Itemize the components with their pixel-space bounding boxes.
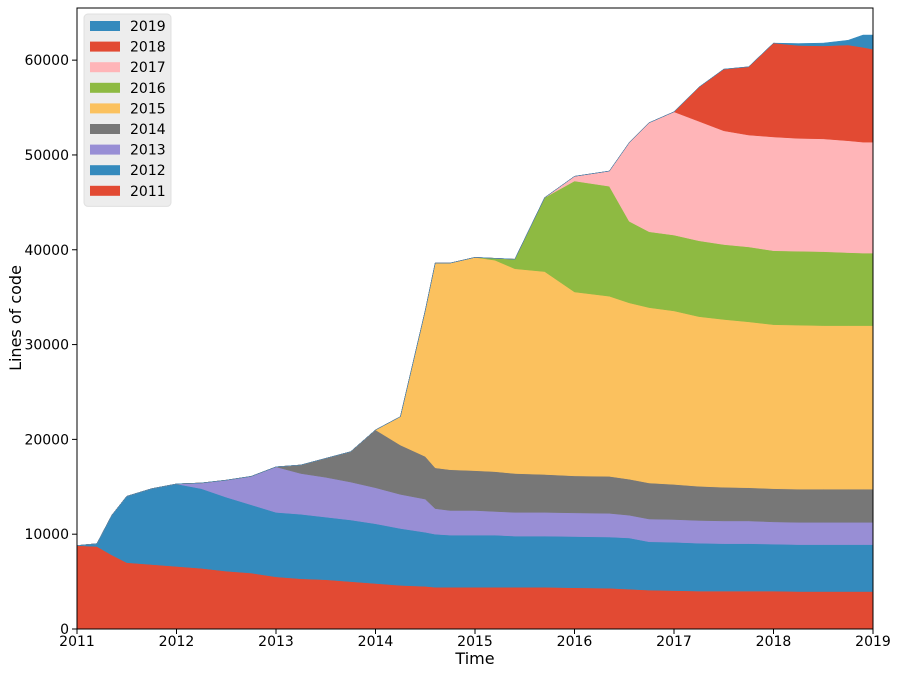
legend-label-2018: 2018 xyxy=(130,40,166,56)
legend-swatch-2011 xyxy=(90,185,120,196)
y-axis: 0 10000 20000 30000 40000 50000 60000 xyxy=(24,53,77,638)
x-tick-label: 2013 xyxy=(258,634,294,650)
legend-label-2016: 2016 xyxy=(130,81,166,97)
y-tick-label: 40000 xyxy=(24,243,69,259)
legend-swatch-2017 xyxy=(90,62,120,73)
legend-swatch-2013 xyxy=(90,144,120,155)
y-tick-label: 60000 xyxy=(24,53,69,69)
x-tick-label: 2014 xyxy=(358,634,394,650)
x-axis-label: Time xyxy=(454,649,494,668)
legend-label-2011: 2011 xyxy=(130,184,166,200)
legend-swatch-2014 xyxy=(90,124,120,134)
legend-label-2019: 2019 xyxy=(130,19,166,35)
legend-label-2015: 2015 xyxy=(130,101,166,117)
legend-swatch-2019 xyxy=(90,21,120,31)
x-tick-label: 2016 xyxy=(557,634,593,650)
y-axis-label: Lines of code xyxy=(6,265,25,371)
x-tick-label: 2011 xyxy=(59,634,95,650)
y-tick-label: 10000 xyxy=(24,527,69,543)
legend-label-2017: 2017 xyxy=(130,60,166,76)
x-tick-label: 2015 xyxy=(457,634,493,650)
x-tick-label: 2012 xyxy=(159,634,195,650)
legend-label-2013: 2013 xyxy=(130,143,166,159)
y-tick-label: 20000 xyxy=(24,432,69,448)
legend-swatch-2018 xyxy=(90,41,120,52)
area-layers xyxy=(76,34,874,630)
legend-swatch-2012 xyxy=(90,165,120,176)
legend-swatch-2015 xyxy=(90,103,120,114)
legend-box xyxy=(83,13,172,207)
legend: 2019 2018 2017 2016 2015 2014 2013 2012 2011 xyxy=(83,13,172,207)
x-axis: 2011 2012 2013 2014 2015 2016 2017 2018 2019 xyxy=(59,629,891,650)
legend-swatch-2016 xyxy=(90,82,120,93)
x-tick-label: 2018 xyxy=(756,634,792,650)
x-tick-label: 2019 xyxy=(855,634,891,650)
y-tick-label: 0 xyxy=(60,622,69,638)
y-tick-label: 50000 xyxy=(24,148,69,164)
legend-label-2012: 2012 xyxy=(130,163,166,179)
y-tick-label: 30000 xyxy=(24,338,69,354)
legend-label-2014: 2014 xyxy=(130,122,166,138)
x-tick-label: 2017 xyxy=(656,634,692,650)
